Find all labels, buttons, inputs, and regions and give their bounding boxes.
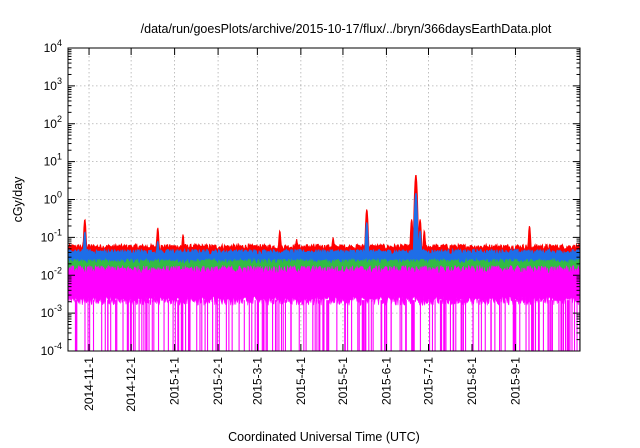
y-axis: 10-4 10-3 10-2 10-1 100 101 102 103 104: [41, 38, 580, 358]
y-tick-label: 101: [44, 152, 62, 169]
series-magenta-dropouts: [74, 300, 581, 351]
y-tick-label: 104: [44, 38, 62, 55]
x-tick-label: 2014-11-1: [82, 357, 96, 411]
y-tick-label: 10-4: [41, 341, 62, 358]
y-axis-label: cGy/day: [11, 176, 25, 223]
x-tick-label: 2015-6-1: [379, 357, 393, 405]
series-layer: [67, 175, 581, 351]
x-tick-label: 2015-4-1: [294, 357, 308, 405]
x-axis-label: Coordinated Universal Time (UTC): [228, 430, 420, 444]
x-tick-label: 2015-3-1: [250, 357, 264, 405]
x-tick-label: 2015-8-1: [465, 357, 479, 405]
x-tick-label: 2015-2-1: [211, 357, 225, 405]
series-line-2: [67, 257, 581, 273]
x-tick-label: 2015-7-1: [422, 357, 436, 405]
x-tick-label: 2015-1-1: [168, 357, 182, 405]
y-tick-label: 103: [44, 76, 62, 93]
chart-title: /data/run/goesPlots/archive/2015-10-17/f…: [141, 22, 552, 36]
x-tick-label: 2015-5-1: [336, 357, 350, 405]
x-axis: 2014-11-1 2014-12-1 2015-1-1 2015-2-1 2015-3…: [82, 48, 522, 412]
x-tick-label: 2014-12-1: [124, 357, 138, 412]
y-tick-label: 10-2: [41, 265, 62, 282]
y-tick-label: 10-3: [41, 303, 62, 320]
series-line-1: [67, 193, 581, 273]
y-tick-label: 102: [44, 114, 62, 131]
y-tick-label: 10-1: [41, 227, 62, 244]
y-tick-label: 100: [44, 190, 62, 207]
series-line-0: [67, 175, 581, 273]
series-magenta-band: [67, 264, 581, 307]
x-tick-label: 2015-9-1: [508, 357, 522, 405]
